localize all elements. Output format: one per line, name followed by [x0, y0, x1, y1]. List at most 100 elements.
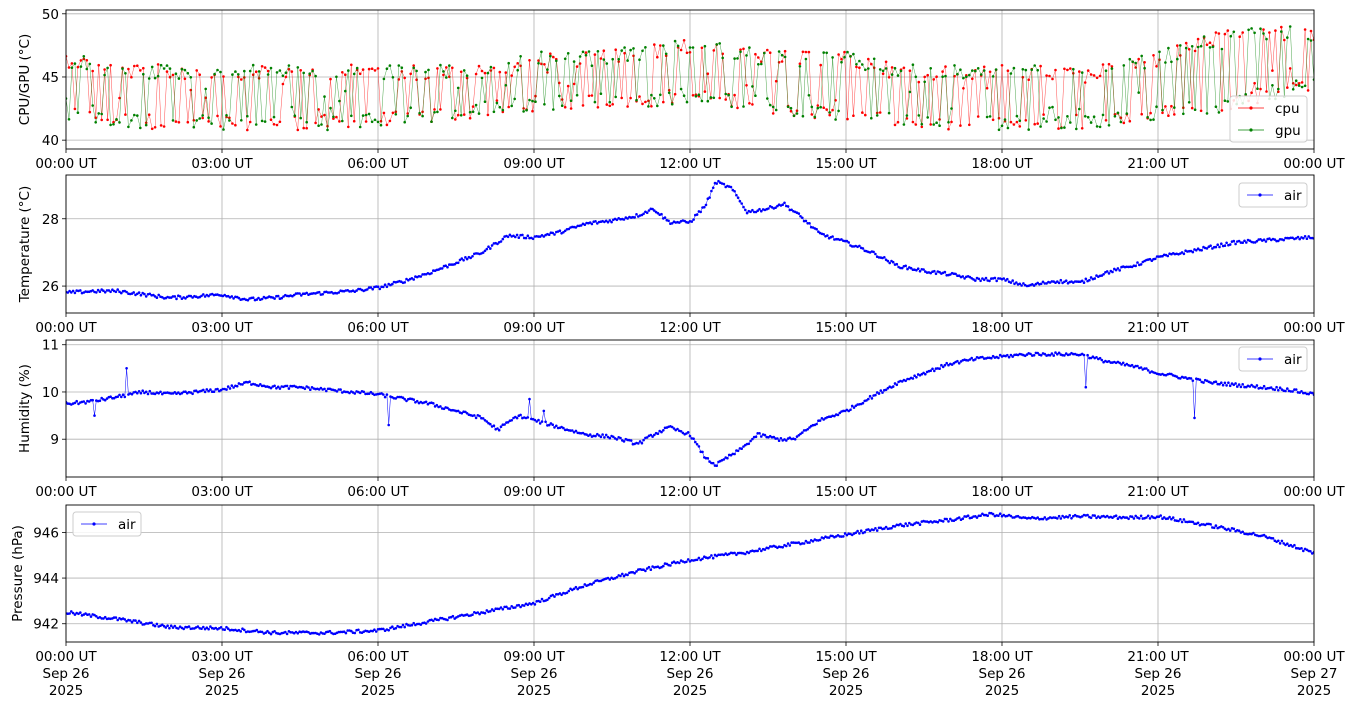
- series-air-point: [676, 427, 679, 431]
- series-air-point: [893, 382, 897, 385]
- series-air-point: [125, 290, 128, 294]
- series-gpu-point: [507, 61, 511, 65]
- series-air-point: [988, 279, 991, 283]
- series-air-point: [740, 447, 743, 451]
- series-air-point: [697, 556, 701, 560]
- x-tick-label: 00:00 UT: [1283, 320, 1345, 336]
- series-air-point: [212, 390, 216, 394]
- series-air-point: [874, 527, 877, 530]
- series-air-point: [391, 625, 394, 628]
- series-air-point: [1262, 384, 1266, 388]
- series-air-point: [1063, 354, 1066, 357]
- series-air-point: [703, 205, 706, 209]
- series-air-point: [155, 622, 159, 626]
- series-air-point: [592, 581, 595, 584]
- series-cpu-point: [596, 106, 600, 109]
- series-air-point: [742, 445, 745, 448]
- series-air-point: [590, 583, 594, 586]
- series-air-point: [1107, 360, 1111, 363]
- series-air-point: [875, 529, 879, 532]
- x-tick-label: 18:00 UT: [971, 320, 1033, 336]
- series-air-point: [137, 291, 141, 294]
- series-air-point: [1182, 518, 1186, 521]
- series-air-point: [553, 595, 556, 598]
- series-air-point: [1148, 257, 1152, 261]
- series-air-point: [519, 605, 522, 609]
- series-air-point: [1234, 242, 1237, 246]
- series-gpu-point: [1179, 44, 1182, 47]
- x-tick-label: 09:00 UT: [503, 484, 565, 500]
- x-tick-date: Sep 26: [823, 666, 870, 682]
- series-air-point: [555, 424, 558, 428]
- series-air-point: [487, 245, 490, 248]
- series-air-point: [633, 571, 636, 575]
- series-air-point: [867, 397, 870, 401]
- series-air-point: [235, 384, 239, 388]
- series-cpu-point: [1080, 127, 1084, 130]
- series-air-point: [148, 292, 152, 296]
- series-air-point: [895, 383, 899, 387]
- series-air-point: [760, 549, 763, 553]
- series-air-point: [225, 388, 228, 391]
- series-air-point: [576, 587, 579, 591]
- series-air-point: [938, 367, 941, 371]
- series-air-point: [139, 391, 143, 395]
- series-air-point: [579, 224, 583, 227]
- series-air-point: [478, 612, 481, 616]
- series-air-point: [1198, 378, 1202, 382]
- series-air-point: [153, 392, 157, 396]
- series-air-point: [667, 219, 670, 223]
- series-air-point: [278, 387, 282, 390]
- series-air-point: [933, 369, 936, 373]
- series-air-point: [521, 233, 524, 237]
- series-air-point: [284, 630, 287, 634]
- series-air-point: [1068, 514, 1071, 517]
- series-air-point: [116, 395, 119, 399]
- series-air-point: [941, 520, 945, 523]
- series-air-point: [1114, 514, 1118, 517]
- series-air-point: [510, 419, 513, 422]
- x-tick-year: 2025: [673, 683, 707, 699]
- series-air-point: [1248, 385, 1252, 388]
- series-air-point: [968, 358, 972, 361]
- series-air-point: [175, 297, 178, 301]
- series-air-point: [991, 354, 995, 358]
- series-air-point: [651, 435, 654, 438]
- series-air-point: [551, 593, 554, 597]
- series-air-point: [1273, 238, 1277, 241]
- series-air-point: [489, 422, 492, 426]
- series-air-point: [1036, 351, 1039, 355]
- series-air-point: [303, 387, 307, 391]
- series-air-point: [1134, 514, 1137, 518]
- series-air-point: [1205, 247, 1209, 250]
- series-air-point: [874, 252, 877, 256]
- series-air-point: [87, 400, 91, 403]
- series-air-point: [622, 440, 626, 443]
- series-air-point: [645, 436, 649, 439]
- series-air-point: [136, 391, 139, 395]
- series-air-point: [1261, 387, 1264, 390]
- series-air-point: [596, 222, 599, 225]
- series-air-point: [806, 541, 809, 544]
- x-tick-date: Sep 26: [511, 666, 558, 682]
- series-air-point: [1091, 355, 1095, 359]
- series-air-point: [596, 432, 599, 436]
- series-air-point: [1212, 526, 1216, 530]
- series-air-point: [1264, 240, 1268, 243]
- series-cpu-point: [852, 114, 855, 117]
- series-air-point: [150, 621, 153, 625]
- series-air-point: [918, 523, 922, 526]
- series-air-point: [767, 546, 770, 550]
- series-air-point: [109, 395, 112, 399]
- series-air-point: [180, 297, 184, 301]
- series-air-point: [701, 450, 704, 454]
- series-air-point: [1009, 353, 1013, 357]
- series-air-point: [929, 271, 932, 275]
- series-air-point: [752, 210, 756, 214]
- series-air-point: [906, 267, 909, 271]
- series-air-point: [1269, 386, 1273, 389]
- series-air-point: [747, 551, 751, 555]
- series-air-point: [87, 613, 91, 616]
- series-air-point: [114, 616, 118, 619]
